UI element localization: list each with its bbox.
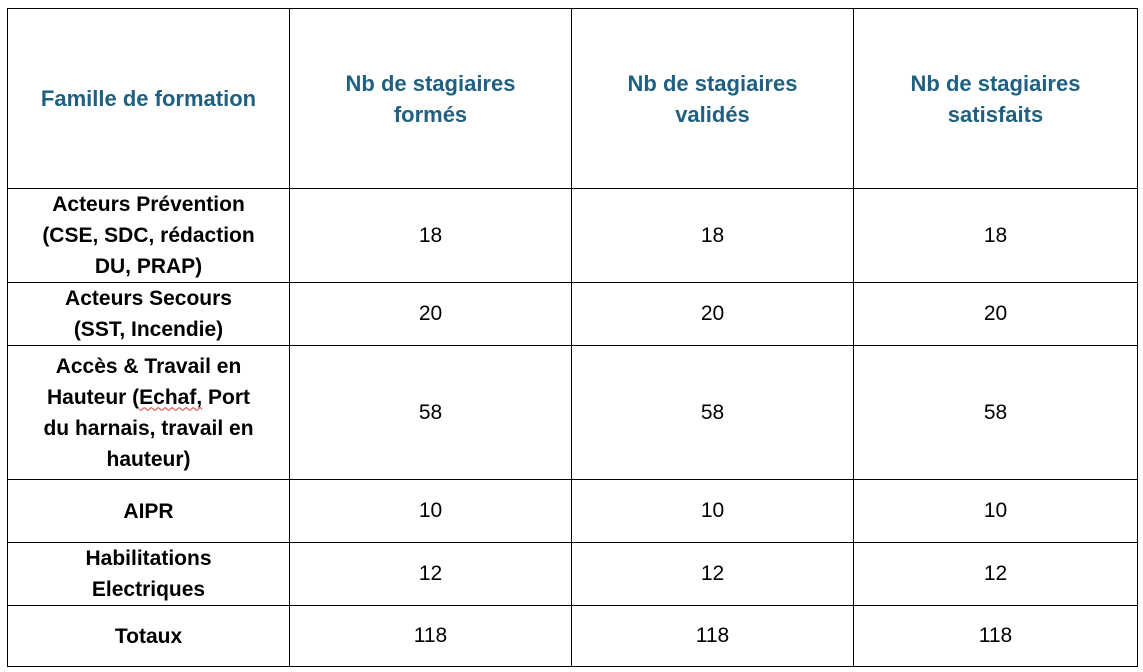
spellcheck-flagged-word: Echaf, bbox=[139, 385, 203, 409]
row-label-habilitations-electriques: Habilitations Electriques bbox=[7, 542, 290, 606]
value-cell-total: 118 bbox=[289, 605, 572, 667]
value-cell: 10 bbox=[571, 479, 854, 543]
table-row-acteurs-prevention: Acteurs Prévention (CSE, SDC, rédaction … bbox=[7, 188, 1138, 283]
value-cell: 10 bbox=[289, 479, 572, 543]
value-cell: 58 bbox=[289, 345, 572, 480]
value-cell: 18 bbox=[289, 188, 572, 283]
value-cell: 20 bbox=[853, 282, 1138, 346]
row-label-acteurs-secours: Acteurs Secours (SST, Incendie) bbox=[7, 282, 290, 346]
value-cell: 12 bbox=[853, 542, 1138, 606]
formation-stats-table: Famille de formation Nb de stagiaires fo… bbox=[7, 8, 1138, 667]
column-header-stagiaires-valides: Nb de stagiaires validés bbox=[571, 8, 854, 189]
value-cell: 18 bbox=[571, 188, 854, 283]
table-row-acteurs-secours: Acteurs Secours (SST, Incendie) 20 20 20 bbox=[7, 282, 1138, 346]
value-cell: 12 bbox=[571, 542, 854, 606]
column-header-famille-de-formation: Famille de formation bbox=[7, 8, 290, 189]
value-cell: 12 bbox=[289, 542, 572, 606]
label-text: Accès & Travail en Hauteur ( bbox=[46, 354, 242, 409]
value-cell: 20 bbox=[571, 282, 854, 346]
table-row-acces-travail-hauteur: Accès & Travail en Hauteur (Echaf, Port … bbox=[7, 345, 1138, 480]
row-label-acces-travail-hauteur: Accès & Travail en Hauteur (Echaf, Port … bbox=[7, 345, 290, 480]
table-row-totaux: Totaux 118 118 118 bbox=[7, 605, 1138, 667]
row-label-acteurs-prevention: Acteurs Prévention (CSE, SDC, rédaction … bbox=[7, 188, 290, 283]
column-header-stagiaires-satisfaits: Nb de stagiaires satisfaits bbox=[853, 8, 1138, 189]
value-cell: 58 bbox=[853, 345, 1138, 480]
value-cell-total: 118 bbox=[853, 605, 1138, 667]
column-header-stagiaires-formes: Nb de stagiaires formés bbox=[289, 8, 572, 189]
label-text: Port du harnais, travail en hauteur) bbox=[43, 385, 254, 471]
value-cell-total: 118 bbox=[571, 605, 854, 667]
row-label-totaux: Totaux bbox=[7, 605, 290, 667]
value-cell: 18 bbox=[853, 188, 1138, 283]
table-row-aipr: AIPR 10 10 10 bbox=[7, 479, 1138, 543]
value-cell: 58 bbox=[571, 345, 854, 480]
table-row-habilitations-electriques: Habilitations Electriques 12 12 12 bbox=[7, 542, 1138, 606]
value-cell: 20 bbox=[289, 282, 572, 346]
row-label-aipr: AIPR bbox=[7, 479, 290, 543]
value-cell: 10 bbox=[853, 479, 1138, 543]
table-header-row: Famille de formation Nb de stagiaires fo… bbox=[7, 8, 1138, 189]
